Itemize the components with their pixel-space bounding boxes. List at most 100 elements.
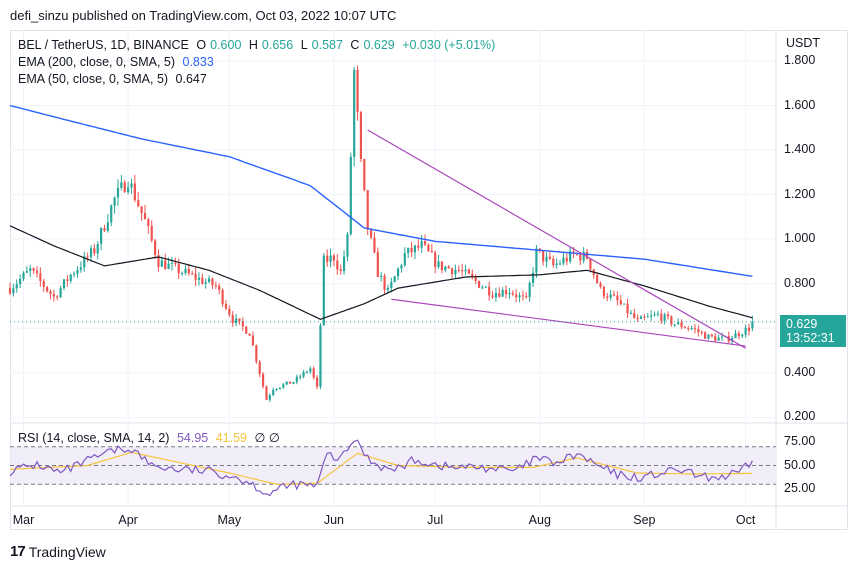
tradingview-logo-icon: 17 bbox=[10, 543, 26, 560]
currency-label: USDT bbox=[786, 36, 821, 50]
high-value: 0.656 bbox=[261, 38, 294, 52]
candle-body bbox=[231, 315, 234, 323]
candle-body bbox=[464, 269, 467, 272]
candle-body bbox=[393, 276, 396, 283]
candle-body bbox=[93, 248, 96, 254]
candle-body bbox=[589, 258, 592, 270]
candle-body bbox=[164, 260, 167, 269]
candle-body bbox=[366, 190, 369, 230]
candle-body bbox=[110, 205, 113, 223]
candle-body bbox=[562, 257, 565, 264]
candle-body bbox=[25, 270, 28, 273]
ema200-label: EMA (200, close, 0, SMA, 5) bbox=[18, 55, 176, 69]
rsi-band bbox=[10, 446, 776, 485]
candle-body bbox=[288, 381, 292, 384]
candle-body bbox=[113, 197, 116, 206]
candle-body bbox=[106, 222, 109, 231]
candle-body bbox=[643, 316, 646, 318]
candle-body bbox=[133, 183, 136, 201]
candle-body bbox=[380, 275, 383, 277]
candle-body bbox=[447, 266, 450, 269]
candle-body bbox=[42, 280, 45, 287]
candle-body bbox=[326, 255, 329, 262]
change-value: +0.030 (+5.01%) bbox=[402, 38, 496, 52]
published-caption: defi_sinzu published on TradingView.com,… bbox=[10, 8, 397, 23]
candle-body bbox=[569, 251, 572, 262]
candle-body bbox=[346, 234, 349, 257]
last-price: 0.629 bbox=[786, 317, 818, 331]
candle-body bbox=[731, 338, 734, 342]
candle-body bbox=[130, 183, 133, 188]
candle-body bbox=[481, 287, 484, 289]
time-tick-label: Mar bbox=[12, 513, 35, 527]
candle-body bbox=[204, 281, 207, 284]
candle-body bbox=[322, 255, 325, 326]
candle-body bbox=[224, 303, 228, 309]
rsi-tick-label: 75.00 bbox=[784, 433, 816, 448]
candle-body bbox=[488, 286, 491, 296]
symbol-name: BEL / TetherUS, 1D, BINANCE bbox=[18, 38, 189, 52]
candle-body bbox=[140, 206, 143, 214]
candle-body bbox=[39, 273, 42, 281]
candle-body bbox=[100, 228, 103, 244]
candle-body bbox=[147, 219, 150, 226]
candle-body bbox=[329, 255, 332, 262]
close-value: 0.629 bbox=[363, 38, 395, 52]
candle-body bbox=[407, 247, 410, 254]
candle-body bbox=[528, 282, 531, 297]
candle-body bbox=[22, 272, 25, 279]
brand-name: TradingView bbox=[28, 543, 106, 560]
ema200-value: 0.833 bbox=[182, 55, 214, 69]
candle-body bbox=[120, 182, 123, 188]
candle-body bbox=[339, 269, 342, 272]
rsi-line bbox=[9, 439, 753, 497]
rsi-legend: RSI (14, close, SMA, 14, 2) 54.95 41.59 … bbox=[18, 430, 284, 445]
candle-body bbox=[154, 240, 157, 255]
candle-body bbox=[599, 283, 602, 287]
candle-body bbox=[454, 269, 457, 275]
candle-body bbox=[606, 296, 609, 298]
candle-body bbox=[312, 368, 315, 378]
candle-body bbox=[211, 278, 214, 286]
candle-body bbox=[342, 256, 346, 272]
candle-body bbox=[150, 225, 153, 241]
rsi-value: 54.95 bbox=[176, 431, 209, 445]
candle-body bbox=[62, 279, 66, 289]
time-tick-label: Apr bbox=[118, 513, 138, 527]
candle-body bbox=[704, 332, 707, 339]
candle-body bbox=[197, 277, 201, 280]
candle-body bbox=[612, 294, 616, 296]
candle-body bbox=[137, 200, 140, 207]
candle-body bbox=[245, 326, 248, 334]
candle-body bbox=[19, 278, 22, 285]
footer-brand[interactable]: 17 TradingView bbox=[10, 543, 106, 560]
candle-body bbox=[268, 395, 271, 400]
trend-line bbox=[391, 298, 746, 347]
candle-body bbox=[396, 268, 400, 277]
open-value: 0.600 bbox=[210, 38, 242, 52]
candle-body bbox=[258, 361, 261, 375]
candle-body bbox=[69, 274, 72, 281]
candle-body bbox=[498, 293, 501, 297]
candle-body bbox=[670, 316, 673, 325]
candle-body bbox=[194, 273, 197, 280]
time-tick-label: May bbox=[217, 513, 242, 527]
candle-body bbox=[437, 261, 440, 267]
candle-body bbox=[444, 266, 447, 271]
candle-body bbox=[8, 288, 12, 294]
candle-body bbox=[717, 337, 720, 341]
ema50-label: EMA (50, close, 0, SMA, 5) bbox=[18, 72, 169, 86]
candle-body bbox=[427, 244, 430, 252]
candle-body bbox=[511, 292, 514, 295]
candle-body bbox=[636, 317, 639, 319]
chart-frame bbox=[10, 30, 848, 530]
open-key: O bbox=[196, 38, 207, 52]
candle-body bbox=[282, 384, 285, 388]
candle-body bbox=[747, 327, 751, 331]
candle-body bbox=[353, 70, 356, 157]
candle-body bbox=[49, 291, 52, 294]
candle-body bbox=[116, 187, 120, 198]
candle-body bbox=[525, 296, 528, 298]
candle-body bbox=[690, 328, 693, 330]
